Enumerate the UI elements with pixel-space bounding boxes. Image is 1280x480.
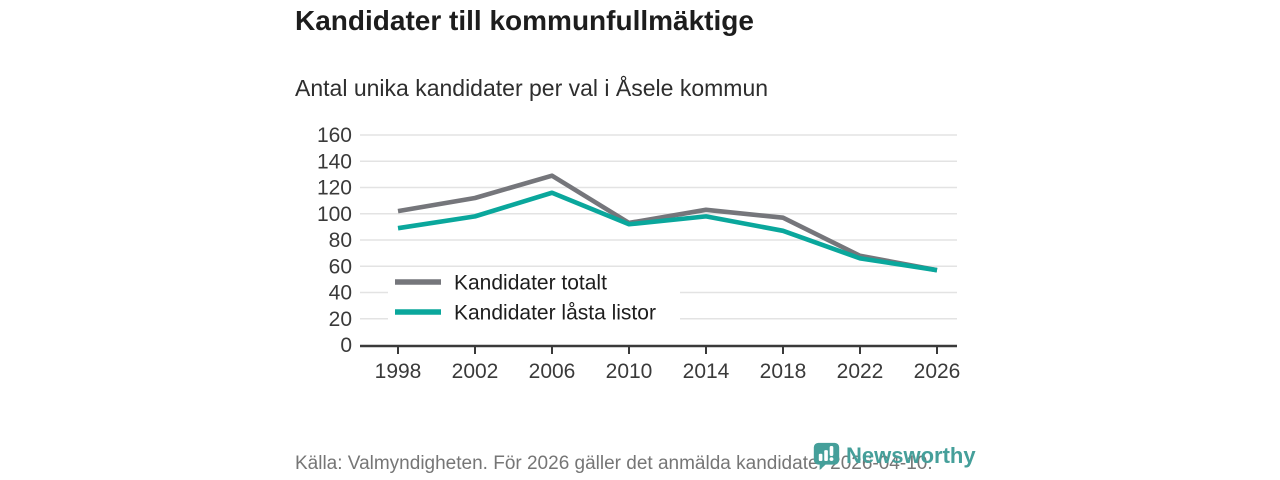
legend-background xyxy=(388,267,680,329)
series-line-kandidater-totalt xyxy=(397,173,938,273)
x-tick-label: 2006 xyxy=(529,360,576,383)
y-tick-label: 60 xyxy=(329,255,352,278)
newsworthy-logo[interactable]: Newsworthy xyxy=(812,441,976,470)
y-tick-label: 40 xyxy=(329,282,352,305)
line-chart-canvas: 0 20 40 60 80 100 120 140 160 1998 2002 2006 2010 201… xyxy=(317,124,961,383)
x-tick-label: 2002 xyxy=(452,360,499,383)
chart-subtitle: Antal unika kandidater per val i Åsele k… xyxy=(295,75,769,101)
y-tick-label: 0 xyxy=(340,334,352,357)
x-tick-label: 2010 xyxy=(606,360,653,383)
series-line-kandidater-l-sta-listor xyxy=(397,190,938,273)
line-chart: 0 20 40 60 80 100 120 140 160 1998 2002 2006 2010 201… xyxy=(300,120,970,398)
x-tick-label: 2026 xyxy=(914,360,961,383)
source-note: Källa: Valmyndigheten. För 2026 gäller d… xyxy=(295,453,933,474)
legend-label: Kandidater totalt xyxy=(454,272,607,295)
legend-label: Kandidater låsta listor xyxy=(454,302,656,325)
y-tick-label: 120 xyxy=(317,177,352,200)
newsworthy-logo-text: Newsworthy xyxy=(846,442,976,468)
newsworthy-chart-bubble-icon xyxy=(812,441,841,470)
x-tick-label: 2014 xyxy=(683,360,730,383)
chart-title: Kandidater till kommunfullmäktige xyxy=(295,5,754,36)
y-tick-label: 140 xyxy=(317,150,352,173)
x-tick-label: 2018 xyxy=(760,360,807,383)
x-tick-label: 1998 xyxy=(375,360,422,383)
y-tick-label: 20 xyxy=(329,308,352,331)
y-tick-label: 100 xyxy=(317,203,352,226)
x-tick-label: 2022 xyxy=(837,360,884,383)
y-tick-label: 160 xyxy=(317,124,352,147)
y-tick-label: 80 xyxy=(329,229,352,252)
